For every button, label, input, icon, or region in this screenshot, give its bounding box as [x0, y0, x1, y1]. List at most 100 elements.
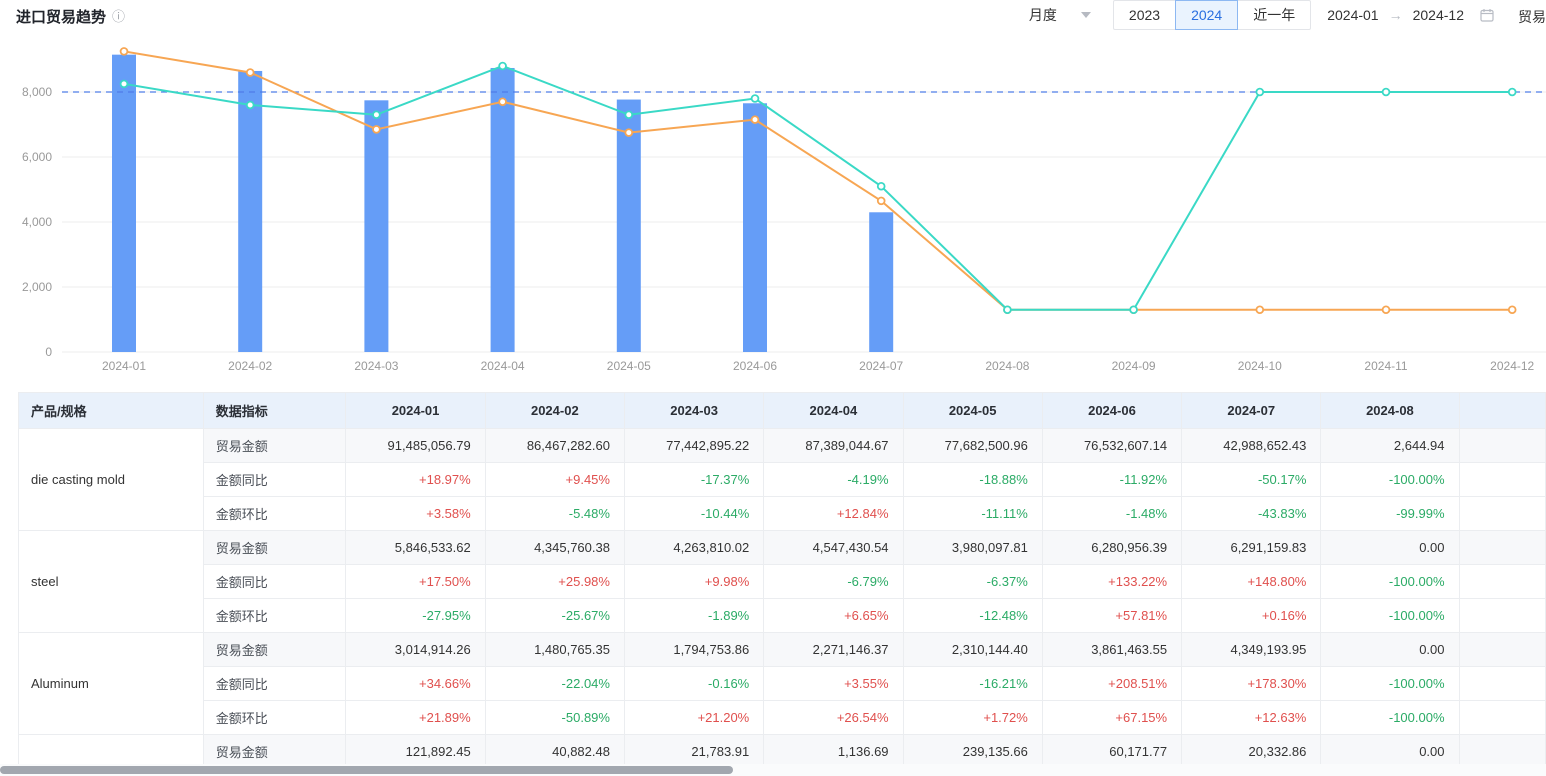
- line-teal-marker[interactable]: [1381, 87, 1391, 97]
- amount-cell: 42,988,652.43: [1181, 428, 1322, 463]
- line-orange-marker[interactable]: [1381, 305, 1391, 315]
- line-teal-marker[interactable]: [498, 61, 507, 71]
- trade-type-label[interactable]: 贸易: [1518, 9, 1546, 25]
- line-orange-marker[interactable]: [876, 196, 886, 206]
- column-header-month: 2024-04: [763, 392, 904, 429]
- cropped-cell: [1458, 496, 1546, 531]
- period-select-value: 月度: [1028, 7, 1057, 23]
- table-row: die casting mold 贸易金额 91,485,056.79 86,467,…: [18, 428, 1546, 531]
- line-orange-marker[interactable]: [498, 97, 507, 107]
- line-teal-marker[interactable]: [1507, 87, 1517, 97]
- column-header-month: 2024-08: [1320, 392, 1460, 429]
- percent-cell: -18.88%: [902, 462, 1043, 497]
- product-name-cell: steel: [18, 530, 204, 633]
- amount-cell: 4,349,193.95: [1181, 632, 1322, 667]
- column-header-month: 2024-01: [345, 392, 486, 429]
- percent-cell: -5.48%: [484, 496, 625, 531]
- line-teal-marker[interactable]: [624, 110, 634, 120]
- percent-cell: +21.20%: [623, 700, 765, 735]
- line-teal-marker[interactable]: [1003, 305, 1012, 315]
- table-header-row: 产品/规格 数据指标 2024-01 2024-02 2024-03 2024-04 2…: [18, 392, 1546, 429]
- date-range-picker[interactable]: 2024-01 → 2024-12: [1327, 7, 1494, 23]
- line-orange-marker[interactable]: [1255, 305, 1265, 315]
- percent-cell: -16.21%: [902, 666, 1043, 701]
- amount-cell: 0.00: [1320, 734, 1460, 769]
- period-select[interactable]: 月度: [1023, 5, 1097, 25]
- x-axis-label: 2024-05: [607, 359, 651, 373]
- indicator-cell: 贸易金额: [202, 428, 347, 463]
- x-axis-label: 2024-02: [228, 359, 272, 373]
- indicator-cell: 贸易金额: [202, 632, 347, 667]
- amount-cell: 2,310,144.40: [902, 632, 1043, 667]
- bar-2024-03[interactable]: [364, 100, 389, 352]
- percent-cell: -99.99%: [1320, 496, 1460, 531]
- line-teal-marker[interactable]: [750, 94, 760, 103]
- percent-cell: +67.15%: [1041, 700, 1183, 735]
- bar-2024-07[interactable]: [869, 212, 894, 352]
- x-axis-label: 2024-09: [1112, 359, 1156, 373]
- info-icon[interactable]: ⓘ: [112, 9, 126, 24]
- horizontal-scrollbar[interactable]: [0, 766, 733, 774]
- amount-cell: 0.00: [1320, 632, 1460, 667]
- amount-cell: 77,682,500.96: [902, 428, 1043, 463]
- line-teal-marker[interactable]: [876, 181, 886, 191]
- cropped-cell: [1458, 700, 1546, 735]
- amount-cell: 2,644.94: [1320, 428, 1460, 463]
- table-row: steel 贸易金额 5,846,533.62 4,345,760.38 4,263,8…: [18, 530, 1546, 633]
- line-orange: [123, 50, 1513, 311]
- column-header-month: 2024-02: [484, 392, 625, 429]
- x-axis-label: 2024-04: [481, 359, 525, 373]
- line-teal-marker[interactable]: [1129, 305, 1138, 315]
- percent-cell: +9.98%: [623, 564, 765, 599]
- bar-2024-06[interactable]: [743, 103, 767, 352]
- line-teal-marker[interactable]: [119, 79, 129, 89]
- percent-cell: -43.83%: [1181, 496, 1322, 531]
- indicator-cell: 金额环比: [202, 496, 347, 531]
- amount-cell: 3,980,097.81: [902, 530, 1043, 565]
- bar-2024-05[interactable]: [616, 99, 641, 352]
- amount-cell: 91,485,056.79: [345, 428, 486, 463]
- year-button-2024[interactable]: 2024: [1175, 0, 1239, 30]
- line-orange-marker[interactable]: [245, 68, 255, 77]
- recent-year-button[interactable]: 近一年: [1237, 0, 1312, 30]
- amount-cell: 4,547,430.54: [763, 530, 904, 565]
- amount-cell: 76,532,607.14: [1041, 428, 1183, 463]
- table-row: 金额同比 +34.66% -22.04% -0.16% +3.55% -16.21% +20…: [19, 666, 1546, 701]
- percent-cell: -6.37%: [902, 564, 1043, 599]
- line-orange-marker[interactable]: [1507, 305, 1517, 315]
- bar-2024-01[interactable]: [112, 54, 136, 352]
- percent-cell: -6.79%: [763, 564, 904, 599]
- line-teal-marker[interactable]: [372, 110, 381, 120]
- column-header-month: 2024-03: [623, 392, 765, 429]
- percent-cell: -11.92%: [1041, 462, 1183, 497]
- percent-cell: -12.48%: [902, 598, 1043, 633]
- percent-cell: +3.58%: [345, 496, 486, 531]
- line-teal-marker[interactable]: [1255, 87, 1265, 97]
- date-range-start: 2024-01: [1327, 7, 1379, 23]
- x-axis-label: 2024-03: [354, 359, 398, 373]
- percent-cell: -1.89%: [623, 598, 765, 633]
- line-orange-marker[interactable]: [119, 47, 129, 56]
- line-orange-marker[interactable]: [624, 128, 634, 137]
- trend-chart: 0 2,000 4,000 6,000 8,000 2024-01 2024-02 2024-…: [22, 47, 1546, 373]
- table-row: 金额同比 +18.97% +9.45% -17.37% -4.19% -18.88% -11…: [19, 462, 1546, 497]
- line-teal-marker[interactable]: [245, 100, 255, 110]
- line-orange-marker[interactable]: [750, 115, 760, 124]
- indicator-cell: 金额同比: [202, 666, 347, 701]
- percent-cell: +0.16%: [1181, 598, 1322, 633]
- percent-cell: +18.97%: [345, 462, 486, 497]
- cropped-cell: [1458, 530, 1546, 565]
- amount-cell: 1,136.69: [763, 734, 904, 769]
- indicator-cell: 金额环比: [202, 598, 347, 633]
- line-orange-marker[interactable]: [372, 125, 381, 134]
- y-axis-label: 8,000: [22, 85, 52, 99]
- amount-cell: 86,467,282.60: [484, 428, 625, 463]
- amount-cell: 6,291,159.83: [1181, 530, 1322, 565]
- y-axis-label: 2,000: [22, 280, 52, 294]
- percent-cell: +34.66%: [345, 666, 486, 701]
- x-axis-label: 2024-06: [733, 359, 777, 373]
- year-button-2023[interactable]: 2023: [1112, 0, 1177, 30]
- bar-2024-02[interactable]: [238, 70, 263, 352]
- bar-2024-04[interactable]: [490, 67, 515, 353]
- percent-cell: -100.00%: [1320, 462, 1460, 497]
